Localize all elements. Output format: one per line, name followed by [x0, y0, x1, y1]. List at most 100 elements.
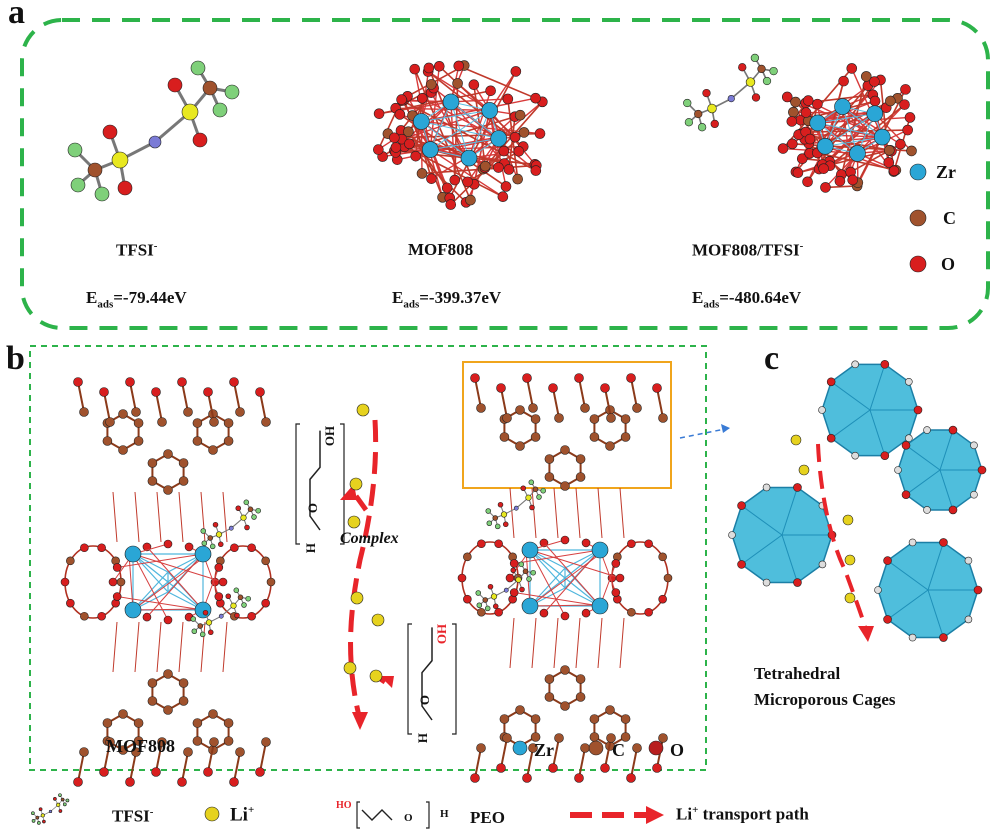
mof808-left-c-atom: [208, 709, 218, 719]
mof808-right-o-atom: [615, 573, 625, 583]
mof808-tfsi-atom: [800, 107, 812, 118]
mof808-right-zr-atom: [591, 597, 609, 615]
tfsi-atom: [60, 797, 65, 802]
mof808-right-c-atom: [606, 733, 616, 743]
legend-a-c-ball: [909, 209, 927, 227]
mof808-right-o-atom: [626, 773, 636, 783]
mof808-left-c-atom: [208, 445, 218, 455]
mof808-right-c-atom: [580, 403, 590, 413]
bond: [509, 487, 515, 539]
cage-right-atom: [948, 505, 958, 515]
mof808-right-c-atom: [530, 432, 541, 442]
mof808-right-c-atom: [560, 701, 570, 711]
bond: [421, 109, 490, 122]
li-ion: [347, 515, 361, 529]
cage-top-atom: [905, 434, 913, 443]
mof808-right-zr-atom: [521, 597, 539, 615]
mof808-right-c-atom: [580, 743, 590, 753]
mof808-left-c-atom: [133, 436, 144, 446]
bond: [619, 487, 625, 539]
legend-b-zr-ball: [512, 740, 528, 756]
bond: [553, 617, 559, 669]
tfsi-atom: [707, 103, 717, 114]
mof808-left-ring-atom: [97, 611, 106, 621]
tfsi-atom: [536, 494, 542, 500]
tfsi-atom: [750, 53, 760, 63]
bond: [529, 549, 566, 589]
mof808-atom: [433, 60, 445, 72]
cage-li-ion: [790, 434, 802, 446]
bond: [468, 110, 491, 159]
legend-a-o: O: [941, 254, 956, 274]
mof808-right-c-atom: [632, 743, 642, 753]
mof808-atom: [416, 93, 428, 104]
tfsi-atom: [225, 593, 232, 599]
li-path-arrowhead: [352, 712, 368, 730]
tfsi-atom: [738, 63, 747, 72]
mof808-right-c-atom: [499, 714, 510, 724]
mof808-right-c-atom: [476, 743, 486, 753]
mof808-right-o-atom: [626, 373, 636, 383]
mof808-left-o-atom: [229, 777, 239, 787]
tfsi-atom: [200, 528, 207, 534]
bond: [128, 555, 134, 611]
cage-bottom-edge: [887, 560, 929, 591]
tfsi-atom: [181, 103, 199, 121]
mof808-left-c-atom: [157, 737, 167, 747]
bond: [829, 104, 906, 167]
bond: [259, 741, 267, 773]
cage-right-edge: [939, 469, 954, 511]
tfsi-atom: [67, 142, 83, 158]
mof808-right-c-atom: [575, 692, 586, 702]
cage-bottom-atom: [939, 538, 948, 547]
bottom-legend-peo-o: O: [404, 812, 413, 824]
bond: [438, 65, 516, 138]
panel-c-letter: c: [764, 340, 780, 377]
li-ion: [369, 669, 383, 683]
tfsi-atom: [485, 508, 491, 514]
cage-li-ion: [844, 592, 856, 604]
cage-li-ion: [798, 464, 810, 476]
mof808-right-o-atom: [548, 763, 558, 773]
tfsi-atom: [215, 531, 223, 538]
mof808-right-c-atom: [575, 472, 586, 482]
mof808-atom: [530, 92, 541, 104]
bond: [467, 150, 520, 183]
bond: [77, 381, 85, 413]
bond: [222, 491, 228, 543]
mof808-atom: [404, 138, 415, 150]
mof808-right-o-atom: [560, 611, 570, 621]
mof808-right-c-atom: [528, 403, 538, 413]
peo-upper-o: O: [305, 502, 321, 514]
tfsi-atom: [727, 94, 735, 103]
mof808-left-o-atom: [214, 592, 224, 601]
mof808-right-c-atom: [605, 705, 615, 715]
tfsi-atom: [503, 587, 509, 593]
mof808-right-ring-atom: [658, 594, 667, 604]
cage-top-atom: [826, 377, 836, 387]
li-ion: [349, 477, 363, 491]
mof808-right-c-atom: [502, 413, 512, 423]
mof808-atom: [441, 182, 453, 194]
mof808-left-ring-atom: [230, 543, 239, 553]
mof808-left-c-atom: [178, 696, 189, 706]
mof808-tfsi-atom: [895, 138, 906, 150]
tfsi-atom: [244, 524, 250, 531]
tfsi-atom: [56, 802, 61, 807]
mof808-left-c-atom: [235, 747, 245, 757]
bond: [529, 549, 621, 579]
mof808-left-o-atom: [177, 377, 187, 387]
bond: [112, 621, 118, 673]
mof808-atom: [510, 66, 522, 77]
li-ion: [356, 403, 370, 417]
tfsi-atom: [697, 123, 707, 132]
bond: [604, 737, 612, 769]
mof808-left-c-atom: [209, 417, 219, 427]
cage-right-atom: [977, 465, 987, 475]
tfsi-atom: [510, 567, 516, 573]
bond: [578, 377, 586, 409]
cage-li-ion: [844, 554, 856, 566]
mof808-zr-atom: [460, 149, 478, 167]
tfsi-atom: [234, 612, 240, 619]
